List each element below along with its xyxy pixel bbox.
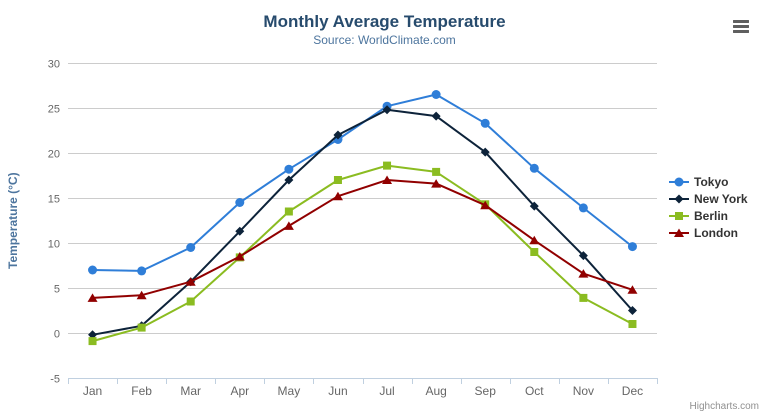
y-axis-tick-label: 20 (48, 149, 60, 161)
export-menu-button[interactable] (731, 15, 755, 37)
x-axis-category-label: Jun (328, 384, 347, 398)
series-line-london[interactable] (92, 179, 633, 299)
series-point-london[interactable] (578, 269, 589, 278)
y-axis-tick-label: 15 (48, 194, 60, 206)
series-point-tokyo[interactable] (235, 198, 245, 207)
legend-label: New York (694, 191, 748, 206)
y-axis-tick-label: -5 (50, 374, 60, 386)
x-axis-category-label: Sep (475, 384, 497, 398)
series-point-london[interactable] (136, 290, 147, 300)
y-axis-tick-label: 5 (54, 284, 60, 296)
hamburger-icon (733, 24, 749, 28)
series-point-new-york[interactable] (382, 105, 392, 115)
series-point-london[interactable] (234, 252, 245, 261)
series-point-new-york[interactable] (627, 306, 637, 315)
diamond-marker-icon[interactable] (674, 194, 684, 203)
legend-label: London (694, 225, 738, 240)
series-point-berlin[interactable] (137, 323, 146, 332)
diamond-marker-icon (669, 194, 689, 203)
series-point-london[interactable] (283, 221, 294, 230)
series-point-tokyo[interactable] (137, 266, 147, 276)
series-point-tokyo[interactable] (529, 163, 539, 173)
series-line-new-york[interactable] (92, 108, 634, 336)
series-point-berlin[interactable] (186, 297, 195, 306)
series-point-berlin[interactable] (628, 320, 637, 328)
legend: Tokyo New York Berlin London (669, 173, 748, 241)
x-axis-category-label: Mar (180, 384, 201, 398)
series-point-new-york[interactable] (578, 251, 588, 261)
x-axis-category-label: Jul (379, 384, 394, 398)
hamburger-icon (733, 29, 749, 33)
circle-marker-icon (669, 177, 689, 186)
hamburger-icon (733, 19, 749, 23)
series-point-tokyo[interactable] (431, 90, 441, 99)
series-point-tokyo[interactable] (578, 203, 588, 213)
series-point-london[interactable] (627, 285, 638, 294)
x-axis-category-label: Aug (425, 384, 446, 398)
x-axis-category-label: Dec (622, 384, 643, 398)
legend-label: Tokyo (694, 174, 729, 189)
legend-item-new-york[interactable]: New York (669, 190, 748, 207)
series-point-berlin[interactable] (432, 167, 441, 176)
series-point-new-york[interactable] (529, 201, 539, 211)
x-axis-category-label: May (278, 384, 301, 398)
x-axis-category-label: Jan (83, 384, 102, 398)
y-axis-tick-label: 25 (48, 104, 60, 116)
series-point-london[interactable] (431, 179, 442, 188)
triangle-marker-icon[interactable] (674, 228, 684, 237)
x-axis-category-label: Oct (525, 384, 544, 398)
x-axis-category-label: Apr (230, 384, 249, 398)
series-point-new-york[interactable] (431, 111, 441, 121)
series-point-london[interactable] (382, 175, 393, 185)
y-axis-tick-label: 0 (54, 329, 60, 341)
series-point-berlin[interactable] (530, 248, 539, 256)
legend-label: Berlin (694, 208, 729, 223)
series-point-london[interactable] (529, 235, 540, 245)
legend-item-berlin[interactable]: Berlin (669, 207, 748, 224)
series-point-london[interactable] (332, 191, 343, 201)
credits-link[interactable]: Highcharts.com (689, 401, 759, 412)
square-marker-icon (669, 211, 689, 220)
series-point-berlin[interactable] (284, 207, 293, 216)
series-point-new-york[interactable] (235, 226, 245, 236)
legend-item-tokyo[interactable]: Tokyo (669, 173, 748, 190)
series-point-london[interactable] (185, 277, 196, 286)
series-new-york (88, 105, 637, 340)
series-point-berlin[interactable] (88, 337, 97, 346)
x-axis-category-label: Nov (573, 384, 594, 398)
series-point-berlin[interactable] (579, 293, 588, 302)
y-axis-tick-label: 10 (48, 239, 60, 251)
square-marker-icon[interactable] (675, 211, 683, 220)
series-point-new-york[interactable] (480, 147, 490, 157)
series-point-new-york[interactable] (88, 330, 98, 340)
y-axis-tick-label: 30 (48, 59, 60, 71)
series-point-tokyo[interactable] (284, 164, 294, 174)
series-point-tokyo[interactable] (186, 243, 196, 252)
series-point-new-york[interactable] (284, 175, 294, 185)
series-point-berlin[interactable] (383, 161, 392, 170)
series-point-tokyo[interactable] (627, 242, 637, 252)
series-point-new-york[interactable] (333, 130, 343, 140)
series-tokyo (88, 90, 637, 276)
series-point-tokyo[interactable] (480, 118, 490, 128)
chart-title: Monthly Average Temperature (263, 12, 506, 31)
circle-marker-icon[interactable] (674, 177, 684, 186)
series-line-berlin[interactable] (92, 164, 633, 343)
x-axis-category-label: Feb (131, 384, 152, 398)
series-point-tokyo[interactable] (88, 265, 98, 275)
legend-item-london[interactable]: London (669, 224, 748, 241)
chart-subtitle: Source: WorldClimate.com (313, 33, 456, 47)
series-line-tokyo[interactable] (92, 93, 634, 272)
triangle-marker-icon (669, 228, 689, 237)
series-london (87, 175, 638, 302)
series-point-london[interactable] (87, 293, 98, 302)
series-point-berlin[interactable] (333, 176, 342, 184)
series-point-london[interactable] (480, 200, 491, 210)
